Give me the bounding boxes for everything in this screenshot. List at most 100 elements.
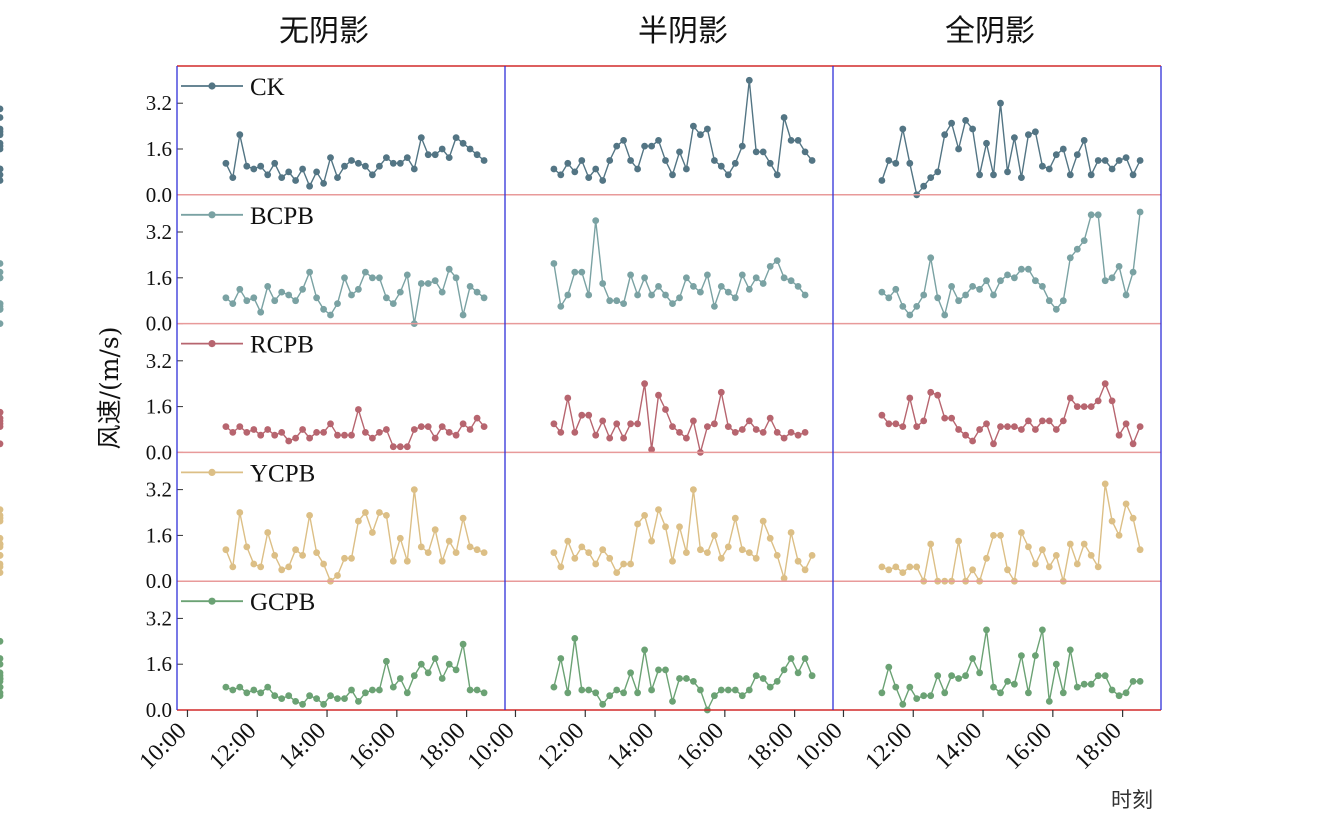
y-tick-label: 1.6 xyxy=(146,652,172,676)
data-point xyxy=(0,408,4,416)
data-point xyxy=(362,162,369,170)
data-point xyxy=(969,437,976,445)
data-point xyxy=(0,305,4,313)
data-point xyxy=(0,177,4,184)
data-point xyxy=(1025,689,1032,697)
data-point xyxy=(934,391,942,399)
data-point xyxy=(1087,552,1095,559)
data-point xyxy=(962,431,969,439)
data-point xyxy=(634,689,641,697)
data-point xyxy=(717,388,725,396)
data-point xyxy=(431,277,439,285)
data-point xyxy=(355,285,362,293)
data-point xyxy=(634,520,641,528)
data-point xyxy=(892,159,900,167)
data-point xyxy=(955,426,962,433)
data-point xyxy=(1073,245,1081,253)
data-point xyxy=(676,523,683,531)
data-point xyxy=(990,532,997,539)
data-point xyxy=(578,686,586,694)
data-point xyxy=(557,655,565,662)
data-point xyxy=(704,423,711,430)
data-point xyxy=(327,311,334,319)
data-point xyxy=(1108,397,1116,405)
data-point xyxy=(271,431,279,439)
data-point xyxy=(0,320,4,327)
data-point xyxy=(0,660,4,668)
data-point xyxy=(885,157,893,164)
data-point xyxy=(766,263,774,270)
data-point xyxy=(473,686,481,694)
data-point xyxy=(752,554,760,562)
data-point xyxy=(229,429,237,436)
data-point xyxy=(1066,394,1074,402)
data-point xyxy=(341,695,348,702)
data-point xyxy=(997,689,1004,697)
data-point xyxy=(0,506,4,513)
data-point xyxy=(592,217,600,225)
data-point xyxy=(745,417,753,425)
data-point xyxy=(431,151,439,159)
data-point xyxy=(431,526,439,534)
data-point xyxy=(599,700,607,708)
series-ck-panel-2 xyxy=(0,99,1144,199)
series-gcpb-panel-0 xyxy=(0,640,488,708)
data-point xyxy=(1039,626,1046,634)
data-point xyxy=(417,543,425,551)
data-point xyxy=(229,174,237,182)
data-point xyxy=(1094,157,1102,164)
data-point xyxy=(222,294,230,302)
data-point xyxy=(1115,532,1123,539)
data-point xyxy=(976,171,983,179)
series-line xyxy=(881,211,1141,318)
data-point xyxy=(0,142,4,150)
series-ycpb-panel-1 xyxy=(0,486,816,582)
data-point xyxy=(229,686,237,694)
data-point xyxy=(355,698,362,705)
data-point xyxy=(285,437,293,445)
data-point xyxy=(257,563,265,571)
data-point xyxy=(313,294,320,302)
data-point xyxy=(1045,563,1053,571)
plot-area: 0.0 1.6 3.2 CK 0.0 1.6 3.2 BCPB 0.0 1.6 3.2 RCPB 0.0… xyxy=(0,65,1162,775)
data-point xyxy=(997,277,1004,285)
data-point xyxy=(990,291,997,299)
data-point xyxy=(1136,157,1144,164)
data-point xyxy=(1066,646,1074,654)
data-point xyxy=(690,122,697,130)
data-point xyxy=(731,429,739,436)
data-point xyxy=(320,305,327,313)
data-point xyxy=(299,285,306,293)
y-tick-label: 0.0 xyxy=(146,698,172,722)
data-point xyxy=(341,431,348,439)
data-point xyxy=(473,288,481,296)
data-point xyxy=(627,157,634,164)
data-point xyxy=(634,291,641,299)
data-point xyxy=(0,260,4,267)
data-point xyxy=(878,411,886,419)
data-point xyxy=(759,517,767,525)
data-point xyxy=(0,105,4,113)
data-point xyxy=(383,426,390,433)
data-point xyxy=(222,683,230,691)
x-tick-label: 12:00 xyxy=(532,718,589,775)
data-point xyxy=(759,280,767,287)
data-point xyxy=(773,678,781,685)
data-point xyxy=(292,546,299,554)
data-point xyxy=(662,523,669,531)
data-point xyxy=(557,303,565,310)
data-point xyxy=(376,274,383,282)
data-point xyxy=(334,695,341,702)
data-point xyxy=(285,168,293,176)
data-point xyxy=(641,646,648,654)
data-point xyxy=(697,131,704,139)
data-point xyxy=(369,434,376,442)
data-point xyxy=(1101,480,1109,488)
data-point xyxy=(738,546,746,554)
data-point xyxy=(396,675,404,682)
data-point xyxy=(1066,540,1074,548)
data-point xyxy=(983,554,990,562)
x-tick-label: 18:00 xyxy=(414,718,471,775)
data-point xyxy=(627,271,634,279)
data-point xyxy=(1136,423,1144,430)
